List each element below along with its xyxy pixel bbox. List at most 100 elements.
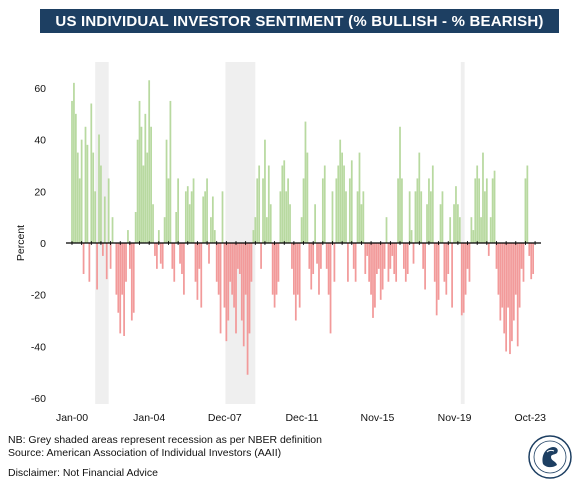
bearish-bar (173, 243, 176, 282)
bullish-bar (289, 204, 291, 243)
bearish-bar (179, 243, 181, 264)
bearish-bar (462, 243, 465, 313)
sentiment-bars (71, 80, 535, 375)
bearish-bar (318, 243, 320, 295)
nber-note: NB: Grey shaded areas represent recessio… (8, 434, 322, 446)
bearish-bar (327, 243, 330, 295)
bearish-bar (225, 243, 228, 342)
bullish-bar (410, 230, 413, 243)
bearish-bar (229, 243, 232, 282)
bearish-bar (422, 243, 425, 269)
bullish-bar (408, 191, 411, 243)
bullish-bar (92, 152, 95, 243)
bearish-bar (271, 243, 274, 295)
bearish-bar (248, 243, 251, 334)
bullish-bar (356, 191, 359, 243)
bullish-bar (350, 160, 353, 243)
x-tick-label: Jan-00 (56, 412, 88, 424)
bullish-bar (165, 139, 168, 243)
bearish-bar (404, 243, 407, 282)
bearish-bar (333, 243, 336, 282)
bearish-bar (501, 243, 504, 308)
bearish-bar (375, 243, 378, 274)
bearish-bar (374, 243, 376, 308)
bearish-bar (200, 243, 203, 308)
bearish-bar (528, 243, 531, 256)
bearish-bar (310, 243, 313, 290)
bearish-bar (244, 243, 247, 295)
bearish-bar (320, 243, 322, 269)
bullish-bar (148, 80, 151, 243)
x-tick-label: Jan-04 (133, 412, 165, 424)
bearish-bar (511, 243, 513, 342)
bearish-bar (217, 243, 220, 295)
bullish-bar (136, 139, 139, 243)
bearish-bar (121, 243, 124, 295)
bearish-bar (293, 243, 295, 295)
bearish-bar (487, 243, 490, 256)
bullish-bar (163, 217, 166, 243)
y-tick-label: -40 (31, 341, 46, 353)
bullish-bar (343, 165, 345, 243)
bullish-bar (167, 178, 170, 243)
bearish-bar (183, 243, 185, 295)
recession-band (95, 62, 109, 404)
bearish-bar (298, 243, 301, 308)
bullish-bar (526, 165, 529, 243)
bearish-bar (308, 243, 311, 269)
bullish-bar (134, 212, 137, 243)
bearish-bar (316, 243, 318, 264)
bearish-bar (514, 243, 517, 295)
bullish-bar (107, 178, 110, 243)
bullish-bar (470, 217, 473, 243)
bullish-bar (283, 160, 286, 243)
bullish-bar (474, 178, 477, 243)
bearish-bar (366, 243, 369, 256)
bullish-bar (74, 113, 77, 243)
bullish-bar (76, 152, 79, 243)
bullish-bar (493, 170, 496, 243)
bearish-bar (402, 243, 405, 269)
bullish-bar (348, 178, 351, 243)
bearish-bar (464, 243, 467, 295)
bullish-bar (428, 178, 430, 243)
bullish-bar (491, 178, 494, 243)
bullish-bar (73, 82, 75, 243)
bearish-bar (445, 243, 448, 295)
bearish-bar (329, 243, 332, 334)
bullish-bar (94, 191, 97, 243)
bullish-bar (267, 165, 270, 243)
bullish-bar (111, 217, 114, 243)
bearish-bar (123, 243, 125, 336)
x-tick-label: Dec-11 (285, 412, 318, 424)
bullish-bar (177, 178, 179, 243)
bullish-bar (186, 186, 189, 243)
bearish-bar (291, 243, 293, 269)
bearish-bar (393, 243, 396, 274)
bullish-bar (252, 230, 255, 243)
bearish-bar (503, 243, 506, 334)
bearish-bar (437, 243, 440, 300)
bullish-bar (210, 217, 212, 243)
x-tick-label: Nov-19 (438, 412, 472, 424)
bullish-bar (302, 178, 305, 243)
bullish-bar (188, 204, 191, 243)
bearish-bar (296, 243, 299, 295)
bearish-bar (125, 243, 127, 282)
bearish-bar (237, 243, 239, 269)
chart-axes: 60 40 20 0 -20 -40 -60 Jan-00 Jan-04 Dec-07 Dec-11… (15, 83, 546, 424)
bearish-bar (233, 243, 235, 308)
bullish-bar (362, 191, 365, 243)
bearish-bar (522, 243, 525, 282)
bearish-bar (109, 243, 112, 269)
bearish-bar (530, 243, 533, 280)
bearish-bar (379, 243, 382, 300)
bullish-bar (127, 230, 129, 243)
bearish-bar (159, 243, 162, 264)
bearish-bar (96, 243, 98, 290)
bullish-bar (206, 178, 208, 243)
bullish-bar (86, 144, 89, 243)
bullish-bar (335, 178, 338, 243)
bullish-bar (157, 230, 160, 243)
